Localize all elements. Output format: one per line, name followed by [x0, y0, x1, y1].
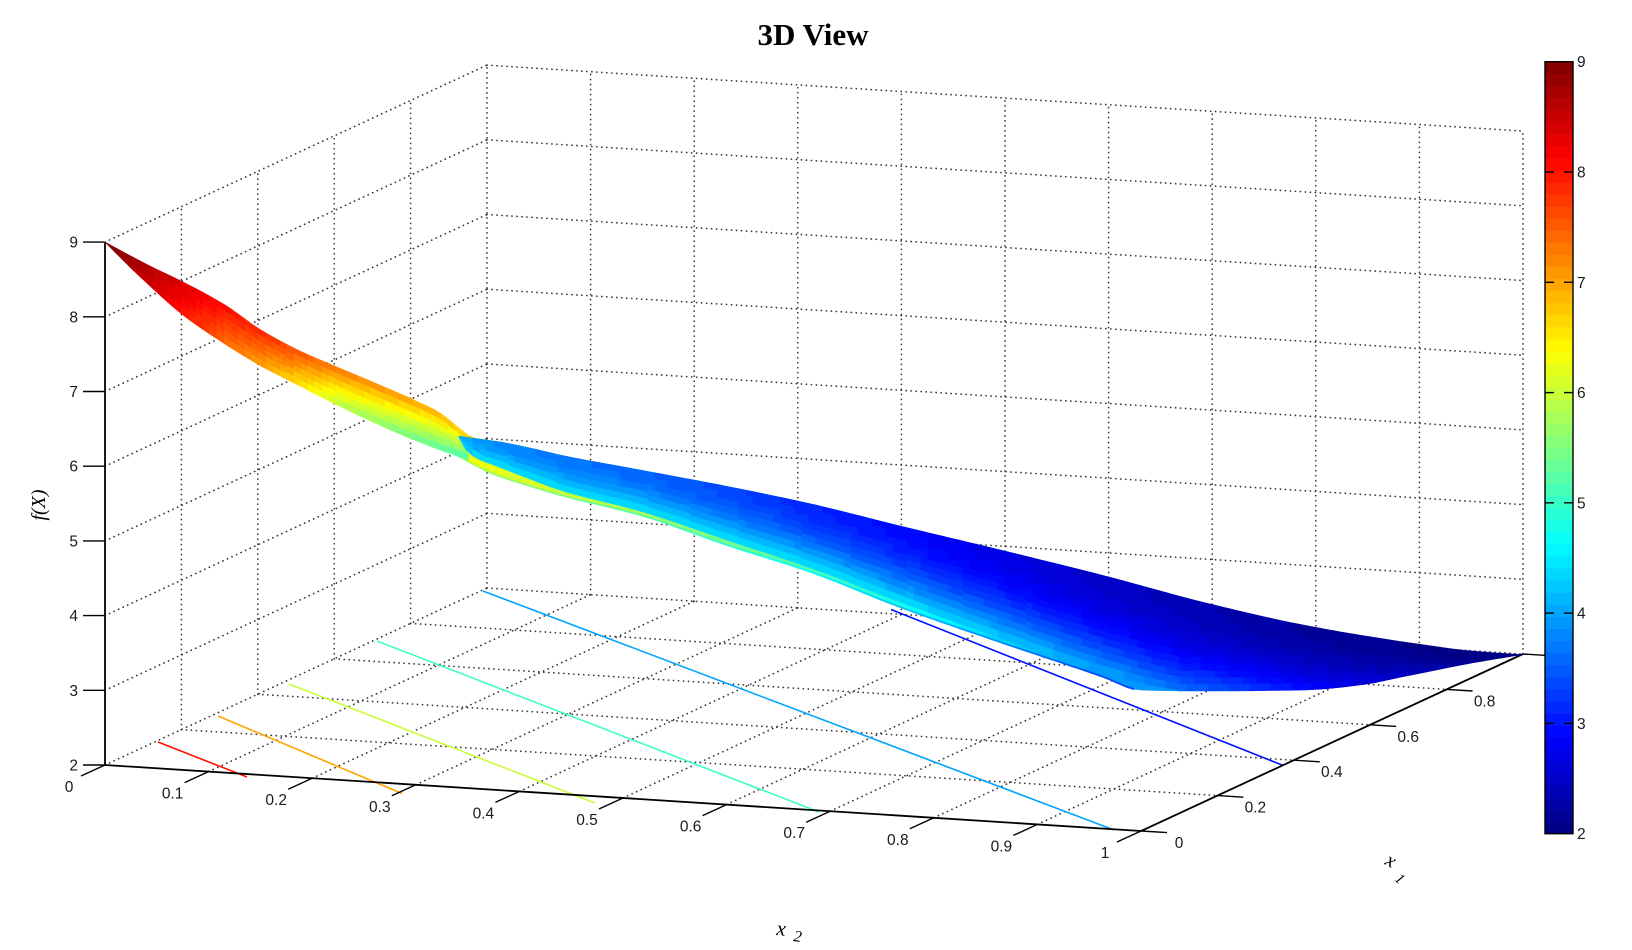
svg-text:0.4: 0.4	[1321, 764, 1343, 781]
svg-text:0.6: 0.6	[680, 819, 702, 836]
svg-text:f(X): f(X)	[28, 489, 50, 520]
svg-text:0.5: 0.5	[576, 812, 598, 829]
svg-text:0: 0	[65, 779, 74, 796]
svg-text:4: 4	[1577, 606, 1586, 623]
svg-text:8: 8	[1577, 165, 1586, 182]
svg-text:7: 7	[69, 384, 78, 401]
svg-text:0.2: 0.2	[265, 792, 287, 809]
svg-text:5: 5	[1577, 495, 1586, 512]
svg-text:3D View: 3D View	[757, 17, 869, 52]
svg-text:0.1: 0.1	[162, 786, 184, 803]
svg-text:8: 8	[69, 309, 78, 326]
svg-text:3: 3	[1577, 716, 1586, 733]
svg-text:0.9: 0.9	[991, 838, 1013, 855]
svg-text:2: 2	[69, 758, 78, 775]
svg-text:5: 5	[69, 533, 78, 550]
svg-text:6: 6	[69, 459, 78, 476]
svg-text:7: 7	[1577, 275, 1586, 292]
svg-text:6: 6	[1577, 385, 1586, 402]
svg-text:0.6: 0.6	[1397, 729, 1419, 746]
svg-text:4: 4	[69, 608, 78, 625]
svg-text:3: 3	[69, 683, 78, 700]
svg-text:0.3: 0.3	[369, 799, 391, 816]
svg-text:9: 9	[69, 235, 78, 252]
svg-text:0.4: 0.4	[473, 805, 495, 822]
svg-text:0.8: 0.8	[887, 832, 909, 849]
svg-text:0.7: 0.7	[783, 825, 805, 842]
svg-text:2: 2	[1577, 826, 1586, 843]
svg-text:9: 9	[1577, 54, 1586, 71]
svg-text:0.8: 0.8	[1474, 693, 1496, 710]
svg-text:0.2: 0.2	[1245, 800, 1267, 817]
svg-text:0: 0	[1175, 835, 1184, 852]
svg-text:1: 1	[1101, 845, 1110, 862]
